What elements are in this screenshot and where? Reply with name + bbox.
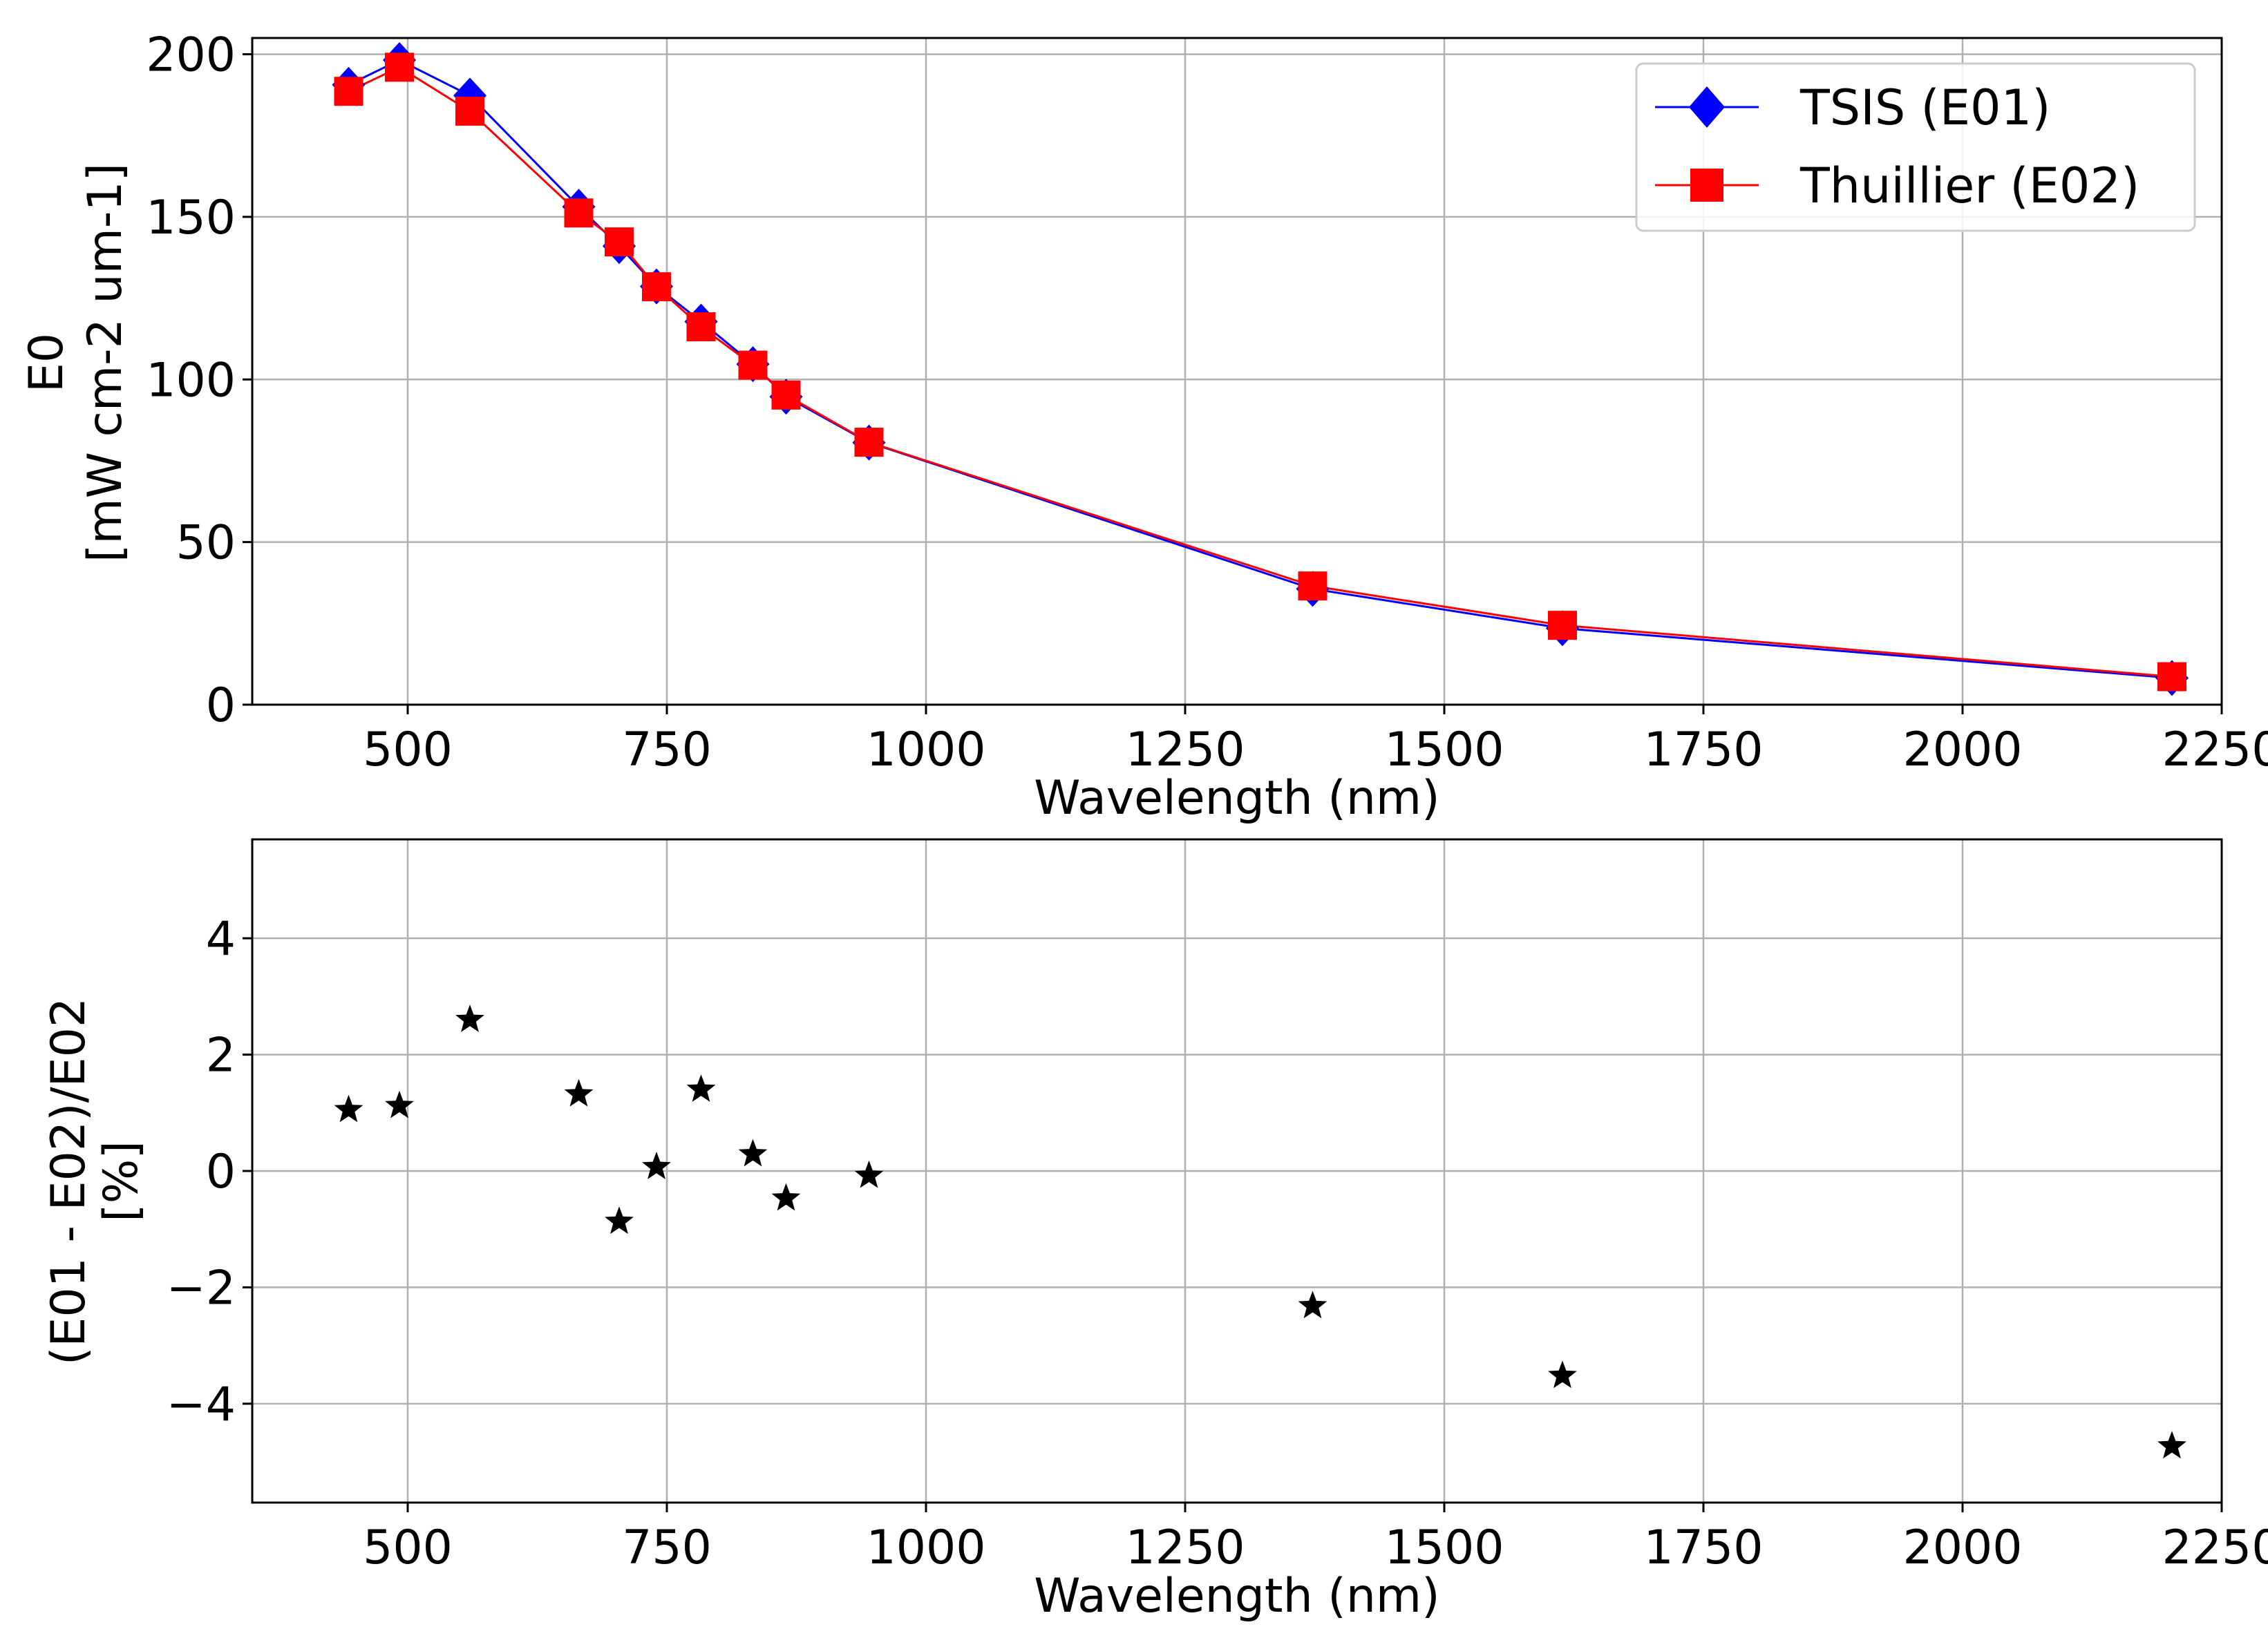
top-axes-frame [251,37,2223,706]
legend-tsis-diamond-icon [1689,86,1725,128]
top-x-tick-label: 1000 [866,723,985,777]
difference-data-point [771,1183,801,1211]
bottom-y-ticks: −4 −2 0 2 4 [167,912,252,1432]
legend-thuillier-square-icon [1690,169,1723,202]
bottom-panel: 500 750 1000 1250 1500 1750 2000 2250 −4 −2 0 2 4 W… [41,838,2268,1623]
thuillier-data-point [642,272,671,302]
bottom-star-markers [334,1004,2186,1459]
top-y-axis-label-line1: E0 [19,333,74,392]
bot-x-tick-label: 500 [363,1521,453,1575]
top-y-tick-label: 200 [146,28,236,83]
top-x-tick-label: 500 [363,723,453,777]
top-x-ticks: 500 750 1000 1250 1500 1750 2000 2250 [363,705,2268,777]
top-x-tick-label: 1250 [1125,723,1245,777]
difference-data-point [334,1094,363,1123]
thuillier-data-point [1298,571,1327,601]
top-panel: 500 750 1000 1250 1500 1750 2000 2250 0 50 100 150… [19,28,2268,826]
thuillier-data-point [738,350,768,380]
difference-data-point [686,1074,716,1102]
bot-x-tick-label: 1750 [1643,1521,1763,1575]
bottom-x-ticks: 500 750 1000 1250 1500 1750 2000 2250 [363,1503,2268,1575]
thuillier-data-point [854,428,884,457]
bot-x-tick-label: 1250 [1125,1521,1245,1575]
top-y-tick-label: 150 [146,191,236,245]
top-y-tick-label: 100 [146,353,236,408]
bot-y-tick-label: −2 [167,1261,236,1315]
bot-y-tick-label: −4 [167,1378,236,1432]
difference-data-point [1298,1291,1327,1319]
top-x-tick-label: 2000 [1902,723,2022,777]
top-y-axis-label-line2: [mW cm-2 um-1] [78,163,133,562]
difference-data-point [564,1078,594,1107]
bottom-x-axis-label: Wavelength (nm) [1034,1569,1439,1623]
legend-box [1635,62,2196,232]
top-x-tick-label: 1750 [1643,723,1763,777]
thuillier-data-point [771,380,801,410]
bot-y-tick-label: 2 [206,1029,236,1083]
bot-y-tick-label: 4 [206,912,236,966]
top-series-markers [332,42,2189,696]
thuillier-data-point [2157,662,2186,692]
top-x-tick-label: 750 [622,723,712,777]
bot-y-tick-label: 0 [206,1145,236,1199]
legend-tsis-label: TSIS (E01) [1799,79,2050,136]
bottom-y-axis-label-line1: (E01 - E02)/E02 [41,998,96,1365]
difference-data-point [605,1206,634,1235]
thuillier-data-point [455,96,484,126]
thuillier-data-point [385,53,414,82]
bottom-grid [252,839,2223,1503]
legend: TSIS (E01) Thuillier (E02) [1635,62,2196,232]
thuillier-data-point [334,77,363,106]
top-y-ticks: 0 50 100 150 200 [146,28,252,733]
thuillier-data-point [605,227,634,257]
bot-x-tick-label: 1500 [1384,1521,1504,1575]
top-y-tick-label: 50 [176,516,236,571]
difference-data-point [385,1090,414,1118]
difference-data-point [642,1152,671,1179]
top-x-tick-label: 2250 [2162,723,2268,777]
thuillier-data-point [1548,611,1577,640]
top-x-tick-label: 1500 [1384,723,1504,777]
bot-x-tick-label: 1000 [866,1521,985,1575]
difference-data-point [854,1160,884,1188]
difference-data-point [2157,1431,2186,1459]
thuillier-data-point [564,198,594,228]
difference-data-point [1548,1360,1577,1389]
bot-x-tick-label: 750 [622,1521,712,1575]
thuillier-data-point [686,312,716,342]
bot-x-tick-label: 2250 [2162,1521,2268,1575]
bottom-y-axis-label-line2: [%] [94,1141,149,1222]
bot-x-tick-label: 2000 [1902,1521,2022,1575]
difference-data-point [455,1004,484,1032]
top-x-axis-label: Wavelength (nm) [1034,771,1439,826]
top-y-tick-label: 0 [206,678,236,733]
difference-data-point [738,1139,768,1167]
legend-thuillier-label: Thuillier (E02) [1799,158,2139,214]
